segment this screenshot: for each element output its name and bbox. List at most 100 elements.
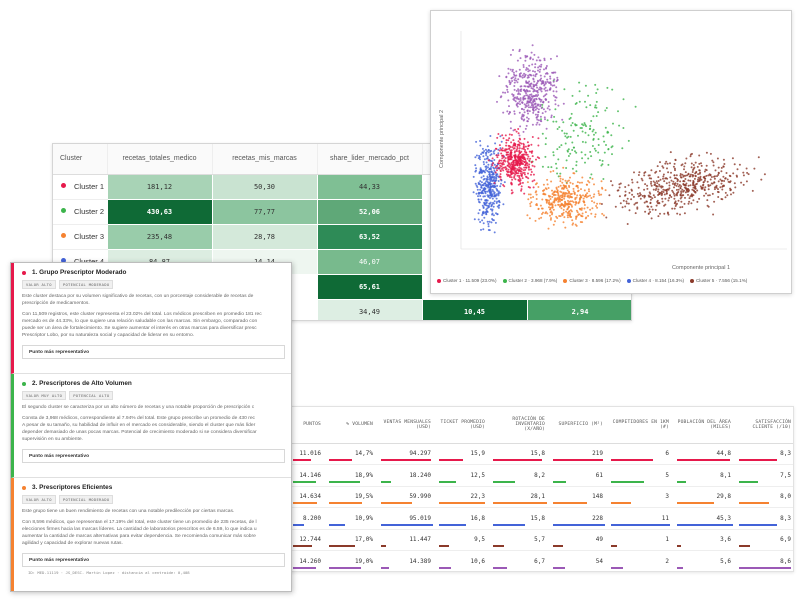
scatter-point — [527, 104, 530, 107]
metrics-header[interactable]: COMPETIDORES EN 1KM (#) — [607, 407, 673, 444]
scatter-point — [526, 89, 529, 92]
scatter-point — [556, 79, 559, 82]
scatter-point — [542, 211, 544, 214]
scatter-point — [696, 200, 699, 203]
scatter-point — [717, 191, 720, 194]
metrics-header[interactable]: TICKET PROMEDIO (USD) — [435, 407, 489, 444]
scatter-point — [556, 128, 559, 130]
card-summary: Este grupo tiene un buen rendimiento de … — [22, 509, 235, 514]
scatter-point — [693, 186, 696, 189]
scatter-point — [673, 162, 676, 165]
legend-item[interactable]: Cluster 1 · 11.509 (23.0%) — [437, 278, 497, 283]
legend-item[interactable]: Cluster 4 · 8.154 (16.3%) — [626, 278, 684, 283]
metrics-header[interactable]: SATISFACCIÓN CLIENTE (/10) — [735, 407, 793, 444]
scatter-point — [650, 205, 653, 208]
metrics-header[interactable]: VENTAS MENSUALES (USD) — [377, 407, 435, 444]
scatter-point — [495, 197, 498, 200]
scatter-point — [581, 123, 584, 126]
metric-level-bar — [329, 480, 360, 483]
scatter-point — [644, 171, 647, 174]
scatter-point — [509, 170, 512, 173]
heatmap-header-share-lider[interactable]: share_lider_mercado_pct — [317, 144, 423, 175]
scatter-point — [729, 180, 732, 183]
scatter-point — [736, 168, 739, 171]
metrics-header[interactable]: % VOLUMEN — [325, 407, 377, 444]
scatter-point — [556, 148, 559, 151]
scatter-point — [603, 151, 606, 154]
heatmap-header-recetas-mis-marcas[interactable]: recetas_mis_marcas — [212, 144, 318, 175]
scatter-point — [580, 151, 583, 154]
scatter-point — [512, 95, 515, 97]
metrics-header[interactable]: POBLACIÓN DEL ÁREA (MILES) — [673, 407, 735, 444]
metric-level-bar — [553, 566, 565, 569]
scatter-point — [534, 219, 537, 222]
scatter-point — [495, 212, 497, 215]
scatter-point — [547, 166, 550, 169]
scatter-point — [477, 195, 479, 198]
scatter-point — [525, 105, 528, 108]
metrics-header[interactable]: SUPERFICIO (M²) — [549, 407, 607, 444]
scatter-point — [557, 158, 560, 161]
scatter-point — [561, 118, 564, 121]
scatter-point — [552, 71, 555, 74]
scatter-point — [496, 136, 499, 139]
scatter-point — [729, 187, 732, 190]
scatter-point — [683, 183, 685, 186]
scatter-point — [659, 161, 661, 164]
heatmap-row-label: Cluster 3 — [53, 224, 108, 250]
scatter-point — [583, 189, 586, 192]
scatter-point — [549, 77, 552, 80]
scatter-point — [513, 112, 516, 115]
scatter-point — [559, 172, 562, 175]
card-description: Con 8,596 médicos, que representan el 17… — [22, 520, 257, 546]
scatter-point — [607, 163, 610, 166]
scatter-point — [676, 178, 679, 180]
scatter-point — [533, 165, 536, 168]
scatter-point — [529, 202, 532, 205]
representative-point-toggle[interactable]: Punto más representativo — [22, 449, 285, 463]
metrics-header[interactable]: ROTACIÓN DE INVENTARIO (X/AÑO) — [489, 407, 549, 444]
scatter-point — [611, 153, 613, 156]
scatter-point — [732, 172, 735, 175]
legend-item[interactable]: Cluster 5 · 7.556 (15.1%) — [689, 278, 747, 283]
representative-point-toggle[interactable]: Punto más representativo — [22, 345, 285, 359]
scatter-point — [569, 214, 571, 217]
metrics-header[interactable]: PUNTOS — [289, 407, 325, 444]
metric-level-bar — [293, 480, 316, 483]
scatter-point — [532, 107, 535, 110]
scatter-point — [648, 208, 651, 211]
scatter-point — [496, 184, 499, 187]
scatter-point — [527, 74, 530, 77]
scatter-point — [486, 157, 489, 160]
heatmap-cell: 430,63 — [107, 199, 213, 225]
scatter-point — [742, 183, 745, 186]
scatter-point — [541, 198, 544, 201]
scatter-point — [497, 167, 500, 170]
heatmap-header-cluster[interactable]: Cluster — [53, 144, 108, 175]
scatter-point — [544, 86, 547, 89]
heatmap-header-recetas-totales[interactable]: recetas_totales_medico — [107, 144, 213, 175]
scatter-point — [622, 127, 625, 129]
scatter-point — [654, 181, 656, 184]
scatter-point — [574, 124, 577, 127]
value-badge: VALOR ALTO — [22, 280, 56, 289]
scatter-point — [521, 177, 524, 180]
scatter-point — [584, 211, 587, 214]
representative-point-detail: ID: MED-11119 · JS_DESC. Martin Lopez · … — [28, 570, 190, 575]
scatter-point — [513, 99, 516, 102]
representative-point-toggle[interactable]: Punto más representativo — [22, 553, 285, 567]
legend-item[interactable]: Cluster 3 · 8.596 (17.2%) — [563, 278, 621, 283]
metrics-cell: 19,0% — [325, 550, 377, 571]
scatter-point — [675, 184, 678, 187]
scatter-point — [530, 171, 533, 173]
scatter-point — [674, 200, 677, 203]
scatter-point — [509, 149, 512, 152]
scatter-point — [605, 144, 607, 146]
scatter-point — [480, 198, 483, 201]
scatter-point — [692, 189, 695, 192]
scatter-point — [676, 202, 678, 205]
scatter-point — [497, 152, 500, 155]
legend-item[interactable]: Cluster 2 · 3.968 (7.9%) — [502, 278, 557, 283]
scatter-point — [545, 66, 548, 69]
scatter-point — [559, 190, 562, 193]
